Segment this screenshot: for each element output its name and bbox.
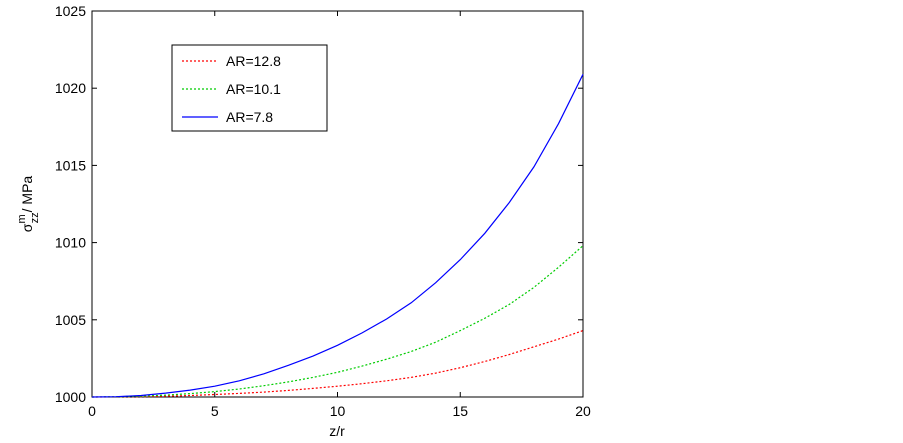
y-label-sup: m xyxy=(16,214,28,223)
y-tick-label: 1025 xyxy=(55,3,86,19)
x-tick-label: 20 xyxy=(575,403,591,419)
legend-label: AR=12.8 xyxy=(226,53,281,69)
plot-area xyxy=(91,10,584,398)
series-line xyxy=(91,245,584,398)
y-tick-label: 1020 xyxy=(55,80,86,96)
series-line xyxy=(92,330,584,398)
y-label-base: σ xyxy=(19,223,35,232)
y-label-sub: zz xyxy=(29,212,41,223)
x-tick-label: 5 xyxy=(211,403,219,419)
series-line xyxy=(91,74,584,398)
y-axis-label: σmzz/ MPa xyxy=(16,176,41,233)
x-tick-label: 0 xyxy=(88,403,96,419)
y-tick-label: 1000 xyxy=(55,389,86,405)
y-tick-label: 1015 xyxy=(55,157,86,173)
y-tick-label: 1010 xyxy=(55,235,86,251)
legend-label: AR=10.1 xyxy=(226,81,281,97)
y-tick-label: 1005 xyxy=(55,312,86,328)
legend-label: AR=7.8 xyxy=(226,109,273,125)
x-tick-label: 15 xyxy=(452,403,468,419)
x-tick-label: 10 xyxy=(330,403,346,419)
y-label-unit: / MPa xyxy=(19,176,35,213)
x-axis-label: z/r xyxy=(329,423,345,439)
